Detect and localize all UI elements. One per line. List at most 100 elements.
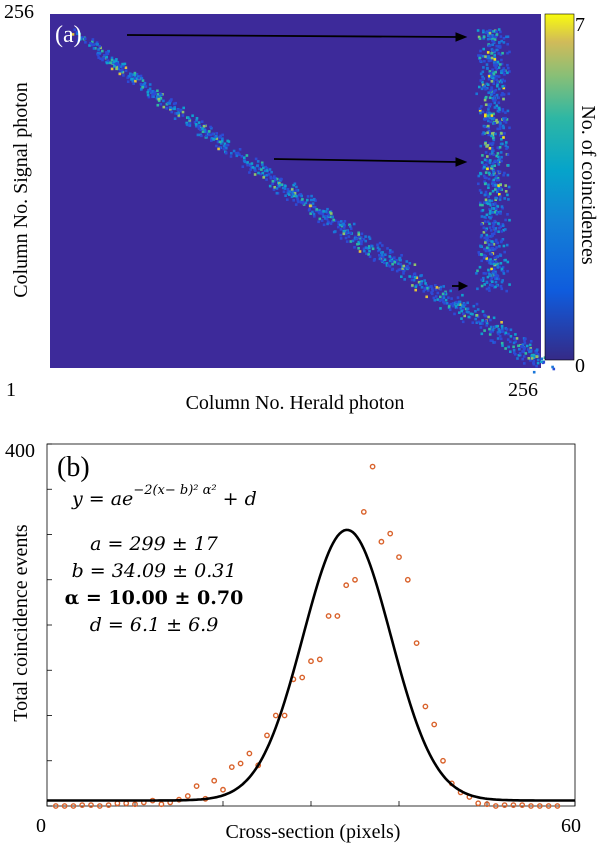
inset-cell <box>503 197 506 200</box>
heatmap-cell <box>283 187 287 190</box>
heatmap-cell <box>367 235 371 239</box>
inset-cell <box>484 198 488 202</box>
inset-cell <box>492 71 495 74</box>
heatmap-cell <box>506 338 510 341</box>
inset-cell <box>493 106 497 109</box>
inset-cell <box>496 84 499 88</box>
heatmap-cell <box>347 235 351 238</box>
heatmap-cell <box>232 149 236 153</box>
inset-cell <box>499 30 502 34</box>
inset-cell <box>484 272 487 275</box>
heatmap-cell <box>408 262 412 265</box>
arrow-middle-head <box>455 157 468 167</box>
heatmap-cell <box>343 220 347 223</box>
heatmap-cell <box>124 66 128 69</box>
inset-arrows <box>126 32 469 291</box>
inset-cell <box>481 80 484 84</box>
inset-cell <box>492 136 495 140</box>
inset-cell <box>501 279 504 282</box>
inset-cell <box>488 96 492 99</box>
heatmap-cell <box>530 357 534 360</box>
heatmap-cell <box>535 351 538 355</box>
heatmap-cell <box>301 202 305 205</box>
data-point <box>440 757 446 764</box>
heatmap-cell <box>313 205 317 209</box>
inset-cell <box>484 95 488 99</box>
inset-cell <box>485 31 488 34</box>
heatmap-cell <box>200 120 204 123</box>
inset-cell <box>502 272 506 275</box>
heatmap-cell <box>122 64 125 68</box>
data-point <box>246 750 253 757</box>
inset-cell <box>506 35 510 38</box>
colorbar <box>544 13 575 361</box>
heatmap-cell <box>517 354 521 357</box>
heatmap-cell <box>148 83 152 86</box>
heatmap-cell <box>157 99 161 103</box>
inset-cell <box>500 267 504 271</box>
inset-cell <box>487 186 490 189</box>
inset-cell <box>487 77 491 81</box>
heatmap-cell <box>119 69 122 72</box>
inset-cell <box>502 67 505 70</box>
inset-cell <box>482 276 485 280</box>
heatmap-cell <box>105 52 108 56</box>
heatmap-cell <box>162 105 166 109</box>
heatmap-cell <box>324 217 327 220</box>
inset-cell <box>488 235 491 238</box>
heatmap-cell <box>521 343 525 346</box>
inset-cell <box>487 119 490 123</box>
heatmap-cell <box>400 275 403 278</box>
heatmap-cell <box>475 314 479 317</box>
inset-cell <box>486 66 489 70</box>
inset-cell <box>508 283 511 286</box>
inset-cell <box>489 112 493 116</box>
inset-cell <box>495 63 499 67</box>
inset-cell <box>484 142 487 145</box>
heatmap-cell <box>97 48 100 51</box>
data-point <box>184 793 191 799</box>
heatmap-cell <box>337 225 340 229</box>
heatmap-cell <box>321 212 325 216</box>
inset-cell <box>506 109 510 113</box>
inset-cell <box>500 132 503 135</box>
inset-cell <box>482 35 486 39</box>
heatmap-cell <box>286 188 290 191</box>
inset-cell <box>492 82 496 85</box>
inset-cell <box>492 232 496 235</box>
y-axis-label-a: Column No. Signal photon <box>10 82 32 298</box>
inset-cell <box>487 261 491 264</box>
inset-cell <box>497 230 500 233</box>
heatmap-cell <box>393 256 396 259</box>
heatmap-cell <box>169 99 172 103</box>
heatmap-cell <box>395 269 399 273</box>
inset-cell <box>490 75 493 78</box>
heatmap-cell <box>523 347 526 350</box>
inset-cell <box>480 253 483 256</box>
heatmap-cell <box>318 211 321 215</box>
heatmap-cell <box>380 259 384 262</box>
heatmap-cell <box>390 268 394 271</box>
heatmap-cell <box>397 268 401 272</box>
inset-cell <box>495 207 498 210</box>
panel-b: (b) y = ae−2(x− b)² α² + d a = 299 ± 17 b… <box>5 440 581 843</box>
heatmap-cell <box>378 257 382 261</box>
heatmap-cell <box>349 225 352 228</box>
inset-cell <box>485 213 489 217</box>
inset-cell <box>490 267 493 271</box>
inset-cell <box>483 283 486 286</box>
heatmap-cell <box>391 250 394 254</box>
heatmap-cell <box>500 324 504 328</box>
inset-cell <box>499 63 502 66</box>
heatmap-cell <box>540 360 543 363</box>
inset-cell <box>508 50 511 54</box>
inset-cell <box>488 147 492 150</box>
heatmap-cell <box>272 176 276 180</box>
heatmap-cell <box>463 303 467 306</box>
heatmap-cell <box>500 321 503 324</box>
inset-cell <box>499 285 503 288</box>
inset-cell <box>497 28 501 31</box>
heatmap-cell <box>402 269 405 273</box>
heatmap-cell <box>462 312 465 316</box>
